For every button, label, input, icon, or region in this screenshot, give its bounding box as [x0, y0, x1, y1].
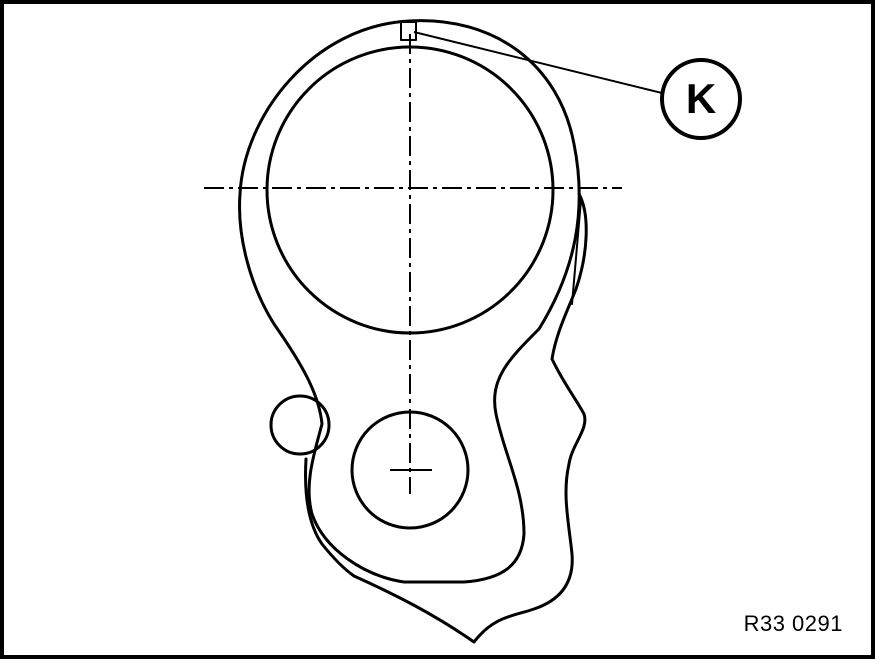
callout-label-k: K	[685, 75, 717, 122]
marking-notch	[400, 21, 417, 41]
side-boss	[269, 394, 331, 456]
technical-drawing	[204, 19, 742, 644]
housing-outline	[238, 19, 581, 584]
flange-edge	[352, 192, 588, 644]
flange-inner-edge	[571, 199, 582, 305]
callout-circle	[660, 58, 742, 140]
callout-leader-line	[413, 31, 667, 95]
figure-code: R33 0291	[743, 611, 843, 636]
housing-lower-contour	[304, 457, 356, 578]
